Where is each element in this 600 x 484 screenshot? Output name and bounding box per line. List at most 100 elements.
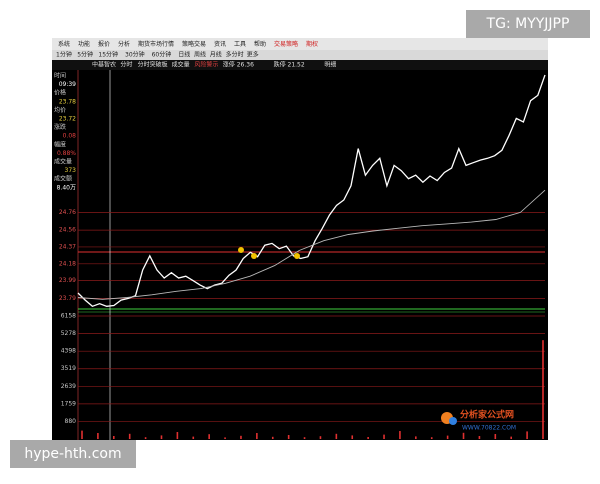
panel-text: 涨跌 [54, 123, 66, 131]
period-tab[interactable]: 1分钟 [56, 51, 72, 59]
y-tick-label: 23.99 [59, 277, 76, 284]
signal-icon [238, 247, 244, 253]
watermark-box [466, 10, 590, 38]
volume-bar [383, 434, 385, 439]
y-tick-label: 2639 [61, 383, 76, 390]
menu-item[interactable]: 期货市场行情 [138, 40, 174, 48]
period-tab[interactable]: 周线 [194, 51, 206, 59]
volume-bar [287, 435, 290, 439]
info-item: 跌停 21.52 [274, 61, 305, 69]
volume-bar [303, 437, 306, 439]
volume-bar [112, 436, 115, 439]
watermark: hype-hth.com [24, 446, 121, 462]
panel-text: 时间 [54, 72, 66, 80]
panel-text: 价格 [54, 89, 66, 97]
signal-icon [251, 253, 257, 259]
period-tab[interactable]: 60分钟 [152, 51, 172, 59]
y-tick-label: 24.37 [59, 243, 76, 250]
volume-bar [240, 435, 242, 439]
volume-bar [335, 433, 338, 439]
panel-text: 均价 [54, 106, 66, 114]
period-tab[interactable]: 15分钟 [98, 51, 118, 59]
panel-text: 成交额 [54, 175, 72, 183]
y-tick-label: 24.76 [59, 209, 76, 216]
info-item: 成交量 [172, 61, 190, 69]
price-line [77, 74, 546, 308]
volume-bar [144, 437, 147, 439]
volume-bar [208, 434, 210, 439]
info-item: 风险警示 [194, 61, 218, 69]
period-tab[interactable]: 5分钟 [77, 51, 93, 59]
logo-url: WWW.70822.COM [462, 425, 516, 432]
volume-bar [160, 435, 163, 439]
panel-text: 0.08 [63, 133, 77, 140]
menu-item[interactable]: 期权 [306, 40, 318, 48]
volume-bar [192, 436, 195, 439]
volume-bar [271, 436, 274, 439]
panel-text: 幅度 [54, 140, 66, 148]
menu-item[interactable]: 资讯 [214, 40, 226, 48]
volume-bar [526, 431, 528, 439]
volume-bar [542, 340, 544, 439]
volume-bar [319, 436, 322, 439]
volume-bar [176, 432, 179, 439]
app-window [52, 38, 548, 440]
y-tick-label: 5278 [61, 330, 76, 337]
volume-bar [446, 435, 449, 439]
volume-bar [367, 437, 369, 439]
menu-item[interactable]: 系统 [58, 40, 70, 48]
volume-bar [97, 433, 99, 439]
volume-bar [351, 435, 354, 439]
y-tick-label: 23.79 [59, 295, 76, 302]
y-tick-label: 24.18 [59, 260, 76, 267]
period-tab[interactable]: 日线 [178, 51, 190, 59]
y-tick-label: 6158 [61, 313, 76, 320]
info-item: 明细 [324, 61, 336, 69]
panel-text: 09:39 [59, 81, 76, 88]
menu-bar [52, 38, 548, 50]
volume-bar [478, 436, 481, 439]
panel-text: 0.88% [57, 150, 76, 157]
info-item: 分时突破板 [138, 61, 168, 69]
panel-text: 23.72 [59, 116, 76, 123]
menu-item[interactable]: 帮助 [254, 40, 266, 48]
period-bar [52, 50, 548, 60]
panel-text: 8.40万 [57, 184, 76, 191]
volume-bar [415, 436, 417, 439]
volume-bar [430, 437, 433, 439]
period-tab[interactable]: 更多 [247, 51, 259, 59]
watermark: TG: MYYJJPP [486, 16, 570, 32]
logo-icon [449, 417, 457, 425]
info-item: 分时 [120, 61, 132, 69]
volume-bar [128, 433, 131, 439]
menu-item[interactable]: 交易策略 [274, 40, 298, 48]
panel-text: 成交量 [54, 158, 72, 166]
volume-bar [224, 437, 226, 439]
menu-item[interactable]: 策略交易 [182, 40, 206, 48]
volume-bar [462, 432, 465, 439]
y-tick-label: 4398 [61, 348, 76, 355]
y-tick-label: 1759 [61, 400, 76, 407]
volume-bar [510, 436, 513, 439]
menu-item[interactable]: 功能 [78, 40, 90, 48]
period-tab[interactable]: 30分钟 [125, 51, 145, 59]
info-item: 涨停 26.36 [223, 61, 254, 69]
panel-text: 373 [65, 167, 77, 174]
volume-bar [494, 434, 497, 439]
period-tab[interactable]: 多分时 [226, 51, 244, 59]
y-tick-label: 24.56 [59, 227, 76, 234]
menu-item[interactable]: 分析 [118, 40, 130, 48]
menu-item[interactable]: 报价 [98, 40, 110, 48]
chart-layer: 系统 功能 报价 分析 期货市场行情 策略交易 资讯 工具 帮助 交易策略 期权 1分钟 5分钟 15分钟… [54, 40, 546, 439]
info-item: 中基智农 [92, 61, 116, 69]
period-tab[interactable]: 月线 [210, 51, 222, 59]
watermark-box [10, 440, 136, 468]
volume-bar [399, 431, 401, 439]
y-tick-label: 880 [65, 418, 77, 425]
logo-name: 分析家公式网 [460, 409, 514, 421]
volume-bar [256, 433, 258, 439]
y-tick-label: 3519 [61, 365, 76, 372]
menu-item[interactable]: 工具 [234, 41, 246, 48]
